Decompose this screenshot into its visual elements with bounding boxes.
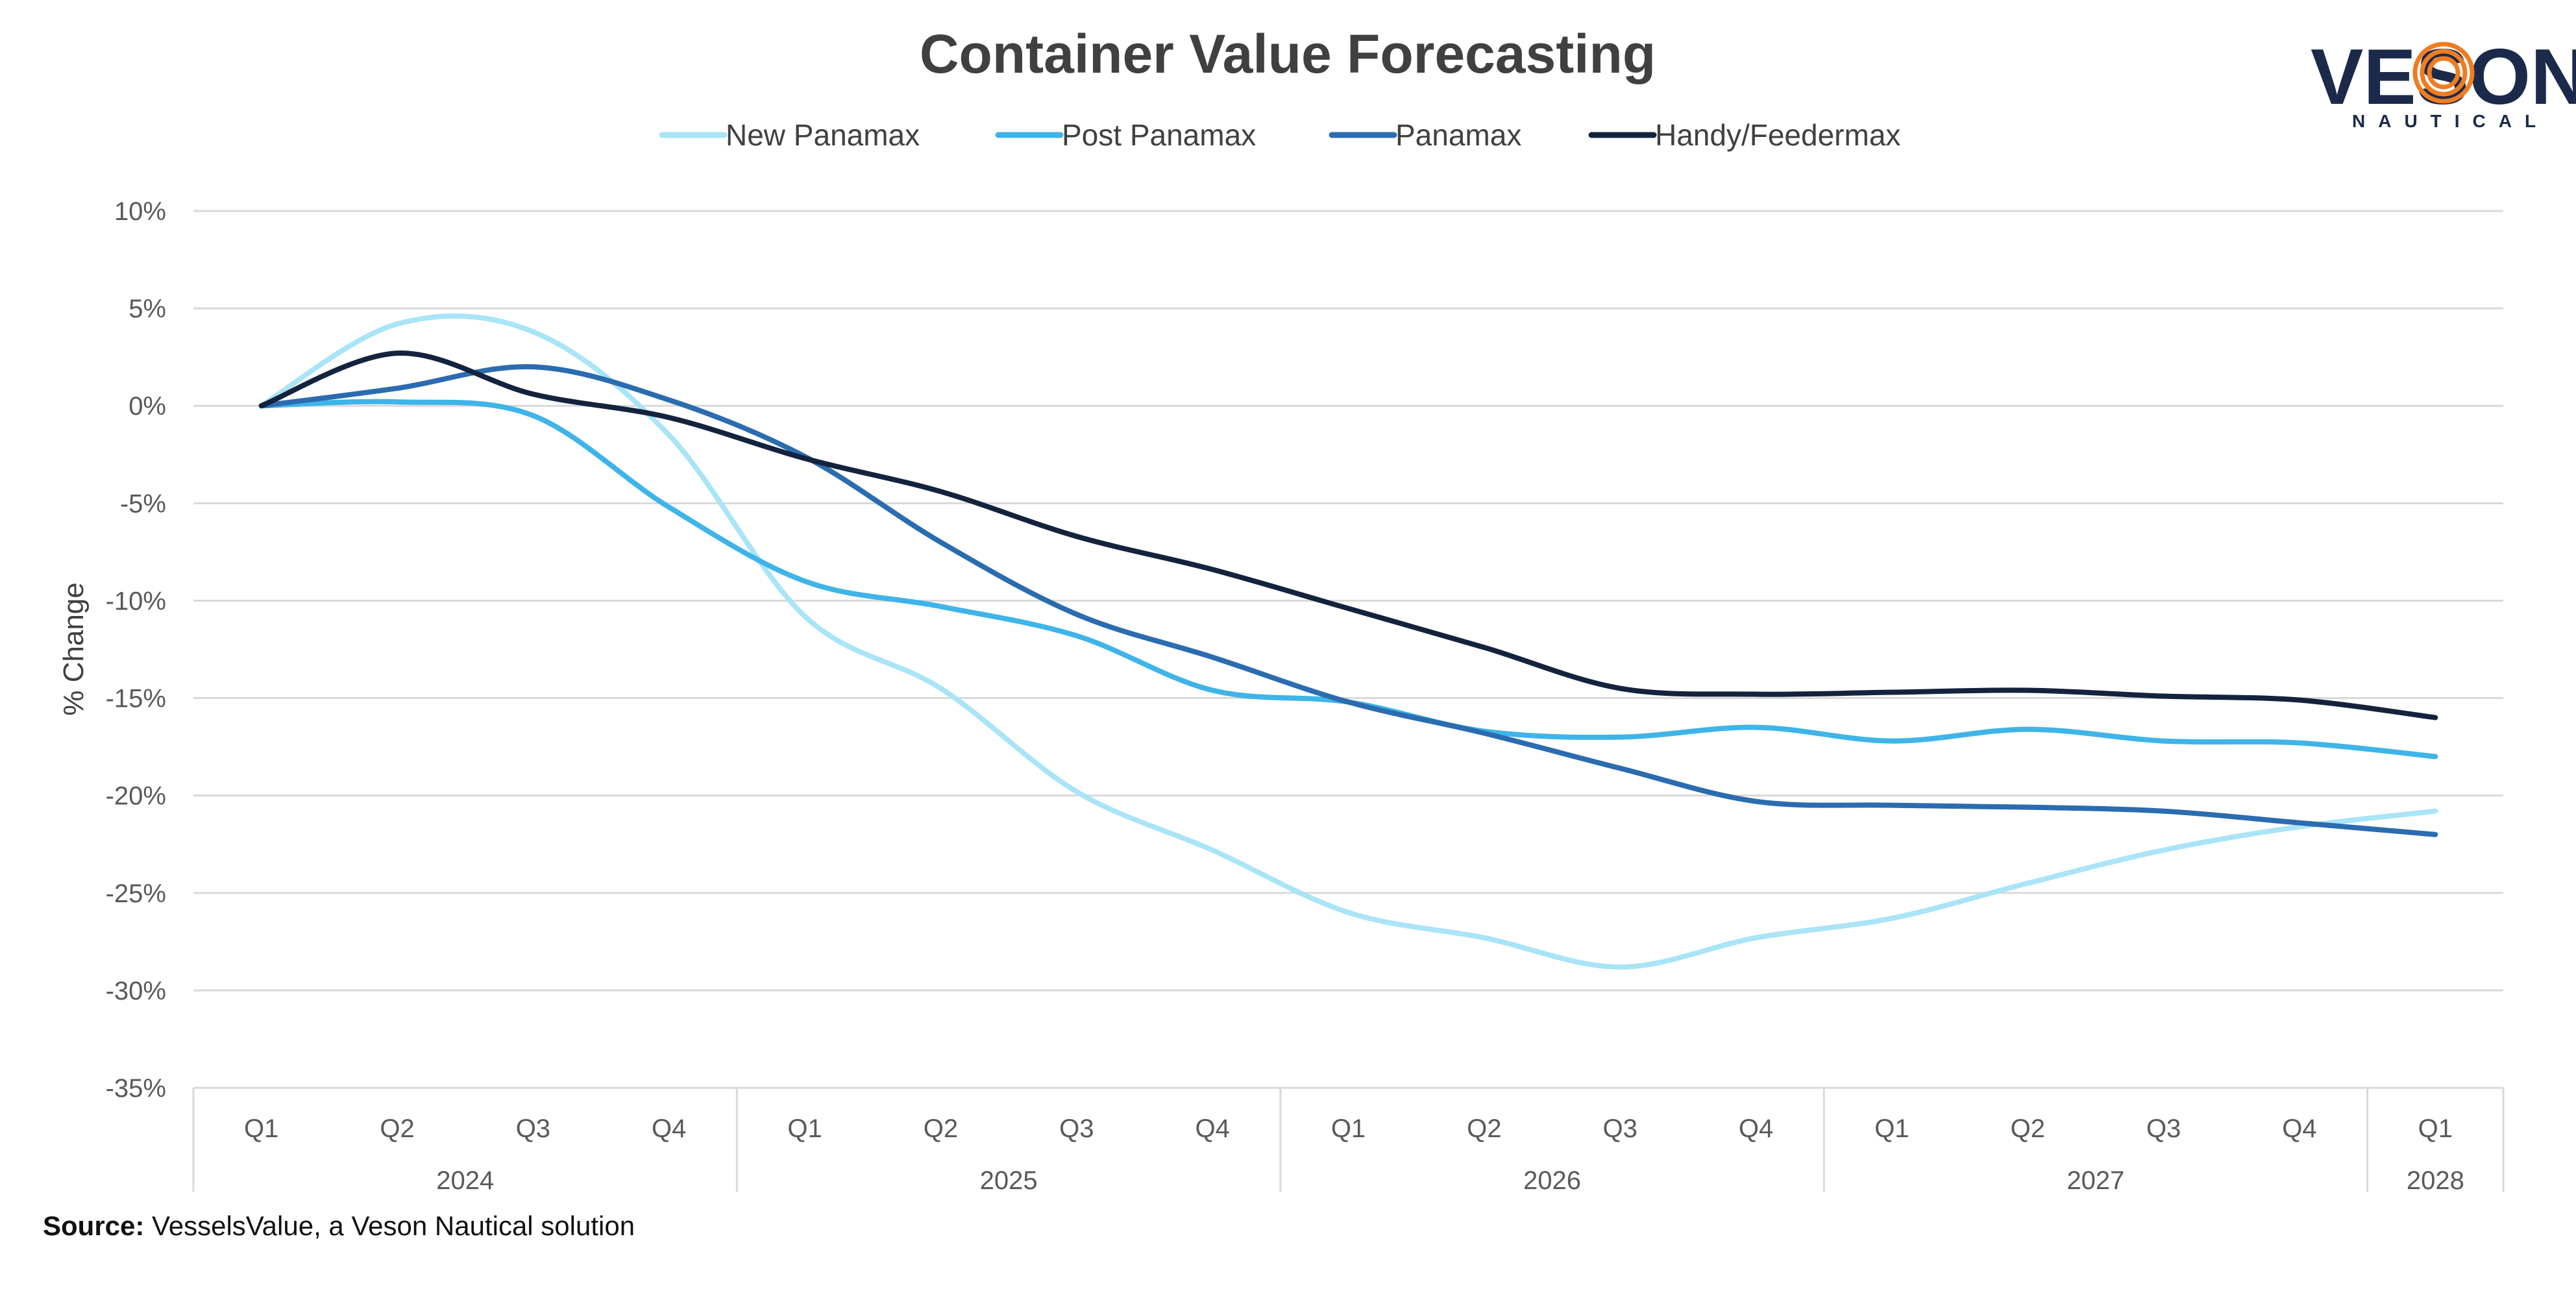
x-year-label: 2027: [2067, 1166, 2124, 1195]
veson-logo: VESON NAUTICAL: [2311, 32, 2576, 131]
x-tick-label: Q1: [1331, 1114, 1366, 1143]
x-year-label: 2026: [1523, 1166, 1581, 1195]
x-year-label: 2024: [436, 1166, 494, 1195]
x-tick-label: Q4: [1195, 1114, 1229, 1143]
x-tick-label: Q4: [2282, 1114, 2316, 1143]
y-tick-label: 0%: [129, 392, 166, 421]
x-tick-label: Q1: [1874, 1114, 1909, 1143]
x-tick-label: Q3: [1603, 1114, 1638, 1143]
series-line-handy-feedermax: [258, 350, 2438, 720]
source-label: Source:: [43, 1211, 144, 1241]
x-tick-label: Q2: [380, 1114, 414, 1143]
y-tick-label: -30%: [106, 977, 166, 1005]
logo-subtitle: NAUTICAL: [2352, 111, 2549, 131]
x-year-label: 2028: [2407, 1166, 2464, 1195]
y-tick-label: -35%: [106, 1074, 166, 1103]
logo-ring: [2420, 49, 2468, 97]
x-tick-label: Q2: [2011, 1114, 2045, 1143]
legend-label-handy-feedermax: Handy/Feedermax: [1655, 118, 1900, 152]
source-note: Source: VesselsValue, a Veson Nautical s…: [43, 1211, 635, 1241]
legend-label-panamax: Panamax: [1395, 118, 1521, 152]
y-tick-label: -25%: [106, 879, 166, 908]
series-lines: [258, 313, 2438, 970]
legend-label-post-panamax: Post Panamax: [1062, 118, 1256, 152]
y-tick-label: -10%: [106, 587, 166, 615]
x-tick-label: Q1: [244, 1114, 278, 1143]
series-line-panamax: [258, 363, 2438, 837]
logo-ring: [2427, 56, 2460, 90]
logo-wordmark: VESON: [2311, 32, 2576, 121]
x-tick-label: Q4: [1739, 1114, 1773, 1143]
y-tick-label: -20%: [106, 782, 166, 811]
logo-ring-icon: [2412, 42, 2475, 104]
series-line-new-panamax: [258, 313, 2438, 970]
x-tick-label: Q3: [516, 1114, 550, 1143]
x-tick-label: Q3: [2146, 1114, 2181, 1143]
y-tick-label: -5%: [120, 489, 166, 518]
y-axis-title: % Change: [58, 582, 90, 715]
source-text: VesselsValue, a Veson Nautical solution: [144, 1211, 635, 1241]
x-tick-label: Q4: [652, 1114, 686, 1143]
chart-title: Container Value Forecasting: [920, 23, 1656, 84]
y-tick-label: 5%: [129, 295, 166, 323]
x-tick-label: Q1: [787, 1114, 822, 1143]
x-year-label: 2025: [980, 1166, 1038, 1195]
x-tick-label: Q1: [2418, 1114, 2453, 1143]
x-tick-label: Q2: [1467, 1114, 1501, 1143]
x-tick-label: Q3: [1059, 1114, 1094, 1143]
legend: New Panamax Post Panamax Panamax Handy/Feed…: [659, 118, 1900, 152]
y-tick-label: 10%: [114, 197, 166, 226]
legend-label-new-panamax: New Panamax: [726, 118, 920, 152]
x-axis: Q1 Q2 Q3 Q4 Q1 Q2 Q3 Q4 Q1 Q2 Q3 Q4 Q1 Q2 Q3 Q4 Q1 2024 20…: [192, 1088, 2505, 1195]
grid: [193, 210, 2503, 1089]
y-axis: 10% 5% 0% -5% -10% -15% -20% -25% -30% -35%: [106, 197, 166, 1103]
y-tick-label: -15%: [106, 685, 166, 713]
logo-ring: [2412, 42, 2475, 104]
x-tick-label: Q2: [924, 1114, 958, 1143]
